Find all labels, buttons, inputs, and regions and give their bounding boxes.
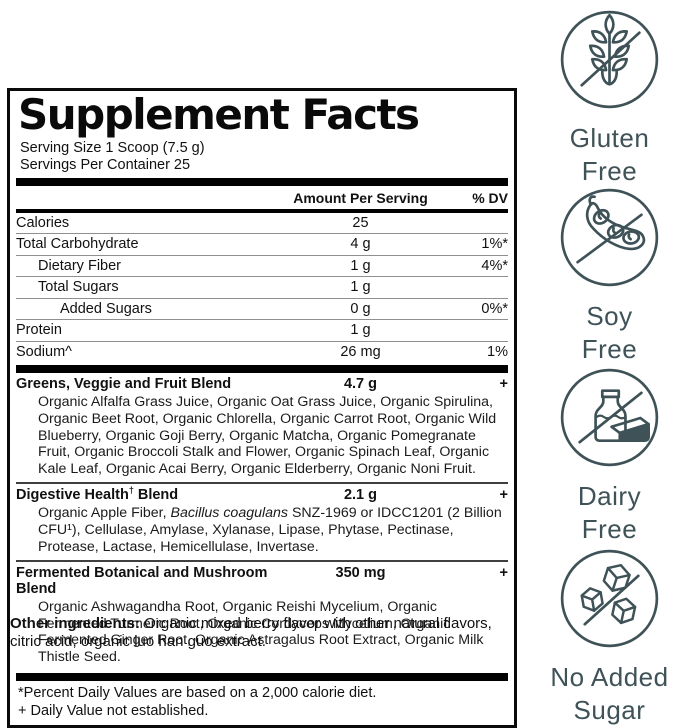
nutrient-dv [448, 279, 508, 295]
footnote-dv-not-established: + Daily Value not established. [18, 703, 209, 720]
divider-thick [16, 365, 508, 374]
divider-thick [16, 177, 508, 186]
badge-label: Gluten Free [569, 123, 650, 187]
badge-gluten-free: Gluten Free [540, 8, 679, 189]
nutrient-row-sodium: Sodium^ 26 mg 1% [16, 340, 508, 363]
blend-dv: + [499, 565, 508, 582]
nutrient-row-protein: Protein 1 g [16, 319, 508, 341]
nutrient-table: Calories 25 Total Carbohydrate 4 g 1%* D… [16, 213, 508, 363]
badge-dairy-free: Dairy Free [540, 366, 679, 547]
panel-title: Supplement Facts [18, 90, 420, 139]
nutrient-row-total-carbohydrate: Total Carbohydrate 4 g 1%* [16, 233, 508, 255]
blend-name: Greens, Veggie and Fruit Blend [16, 376, 232, 393]
nutrient-name: Protein [16, 322, 62, 339]
blend-ingredients: Organic Ashwagandha Root, Organic Reishi… [38, 599, 484, 666]
nutrient-amount: 0 g [350, 300, 371, 317]
latin-species-name: Bacillus coagulans [170, 505, 289, 522]
table-header-row: Amount Per Serving % DV [16, 186, 508, 209]
blend-amount: 2.1 g [343, 487, 378, 504]
divider-medium [16, 208, 508, 213]
blend-ingredients: Organic Alfalfa Grass Juice, Organic Oat… [38, 394, 497, 477]
nutrient-name: Added Sugars [60, 300, 152, 317]
wheat-crossed-icon [560, 10, 659, 109]
blend-section: Greens, Veggie and Fruit Blend 4.7 g + O… [16, 373, 508, 670]
nutrient-dv [448, 322, 508, 338]
nutrient-dv: 1%* [481, 236, 508, 253]
blend-greens-veggie-fruit: Greens, Veggie and Fruit Blend 4.7 g + O… [16, 373, 508, 482]
nutrient-row-dietary-fiber: Dietary Fiber 1 g 4%* [16, 254, 508, 277]
supplement-facts-panel: Supplement Facts Serving Size 1 Scoop (7… [7, 88, 517, 728]
nutrient-dv: 1% [487, 343, 508, 360]
servings-per-container: Servings Per Container 25 [20, 157, 191, 174]
blend-fermented-botanical-mushroom: Fermented Botanical and Mushroom Blend 3… [16, 560, 508, 670]
blend-dv: + [499, 487, 508, 504]
other-ingredients: Other ingredients: Organic mixed berry f… [10, 615, 515, 652]
blend-amount: 350 mg [335, 565, 386, 582]
nutrient-amount: 25 [352, 214, 369, 231]
nutrient-dv: 0%* [481, 300, 508, 317]
other-ingredients-text: Organic mixed berry flavor with other na… [10, 615, 492, 651]
header-percent-dv: % DV [472, 189, 508, 206]
nutrient-row-added-sugars: Added Sugars 0 g 0%* [16, 297, 508, 320]
footnote-daily-values: *Percent Daily Values are based on a 2,0… [18, 684, 377, 701]
badge-soy-free: Soy Free [540, 186, 679, 367]
blend-dv: + [499, 376, 508, 393]
soybean-crossed-icon [560, 188, 659, 287]
dagger-footnote-mark: † [128, 485, 134, 496]
header-amount-per-serving: Amount Per Serving [293, 189, 428, 206]
nutrient-amount: 4 g [350, 236, 371, 253]
blend-name: Digestive Health† Blend [16, 485, 179, 504]
nutrient-row-total-sugars: Total Sugars 1 g [16, 276, 508, 298]
nutrient-dv [448, 215, 508, 231]
nutrient-amount: 1 g [350, 257, 371, 274]
nutrient-name: Total Carbohydrate [16, 236, 139, 253]
blend-amount: 4.7 g [343, 376, 378, 393]
other-ingredients-label: Other ingredients: [10, 615, 141, 632]
badge-label: Soy Free [581, 301, 638, 365]
dietary-badges-column: Gluten Free Soy Free [540, 0, 679, 725]
serving-size: Serving Size 1 Scoop (7.5 g) [20, 140, 205, 157]
nutrient-amount: 1 g [350, 279, 371, 296]
nutrient-name: Calories [16, 214, 70, 231]
badge-label: No Added Sugar [550, 662, 669, 726]
nutrient-amount: 26 mg [340, 343, 381, 360]
nutrient-name: Total Sugars [38, 279, 119, 296]
nutrient-row-calories: Calories 25 [16, 213, 508, 234]
nutrient-name: Dietary Fiber [38, 257, 121, 274]
badge-no-added-sugar: No Added Sugar [540, 547, 679, 728]
badge-label: Dairy Free [577, 481, 642, 545]
sugar-cubes-crossed-icon [560, 549, 659, 648]
blend-name: Fermented Botanical and Mushroom Blend [16, 565, 268, 598]
nutrient-name: Sodium^ [16, 343, 72, 360]
footnotes: *Percent Daily Values are based on a 2,0… [16, 672, 508, 725]
milk-bottle-crossed-icon [560, 368, 659, 467]
blend-ingredients: Organic Apple Fiber, Bacillus coagulans … [38, 505, 502, 555]
nutrient-dv: 4%* [481, 257, 508, 274]
blend-digestive-health: Digestive Health† Blend 2.1 g + Organic … [16, 482, 508, 560]
nutrient-amount: 1 g [350, 322, 371, 339]
